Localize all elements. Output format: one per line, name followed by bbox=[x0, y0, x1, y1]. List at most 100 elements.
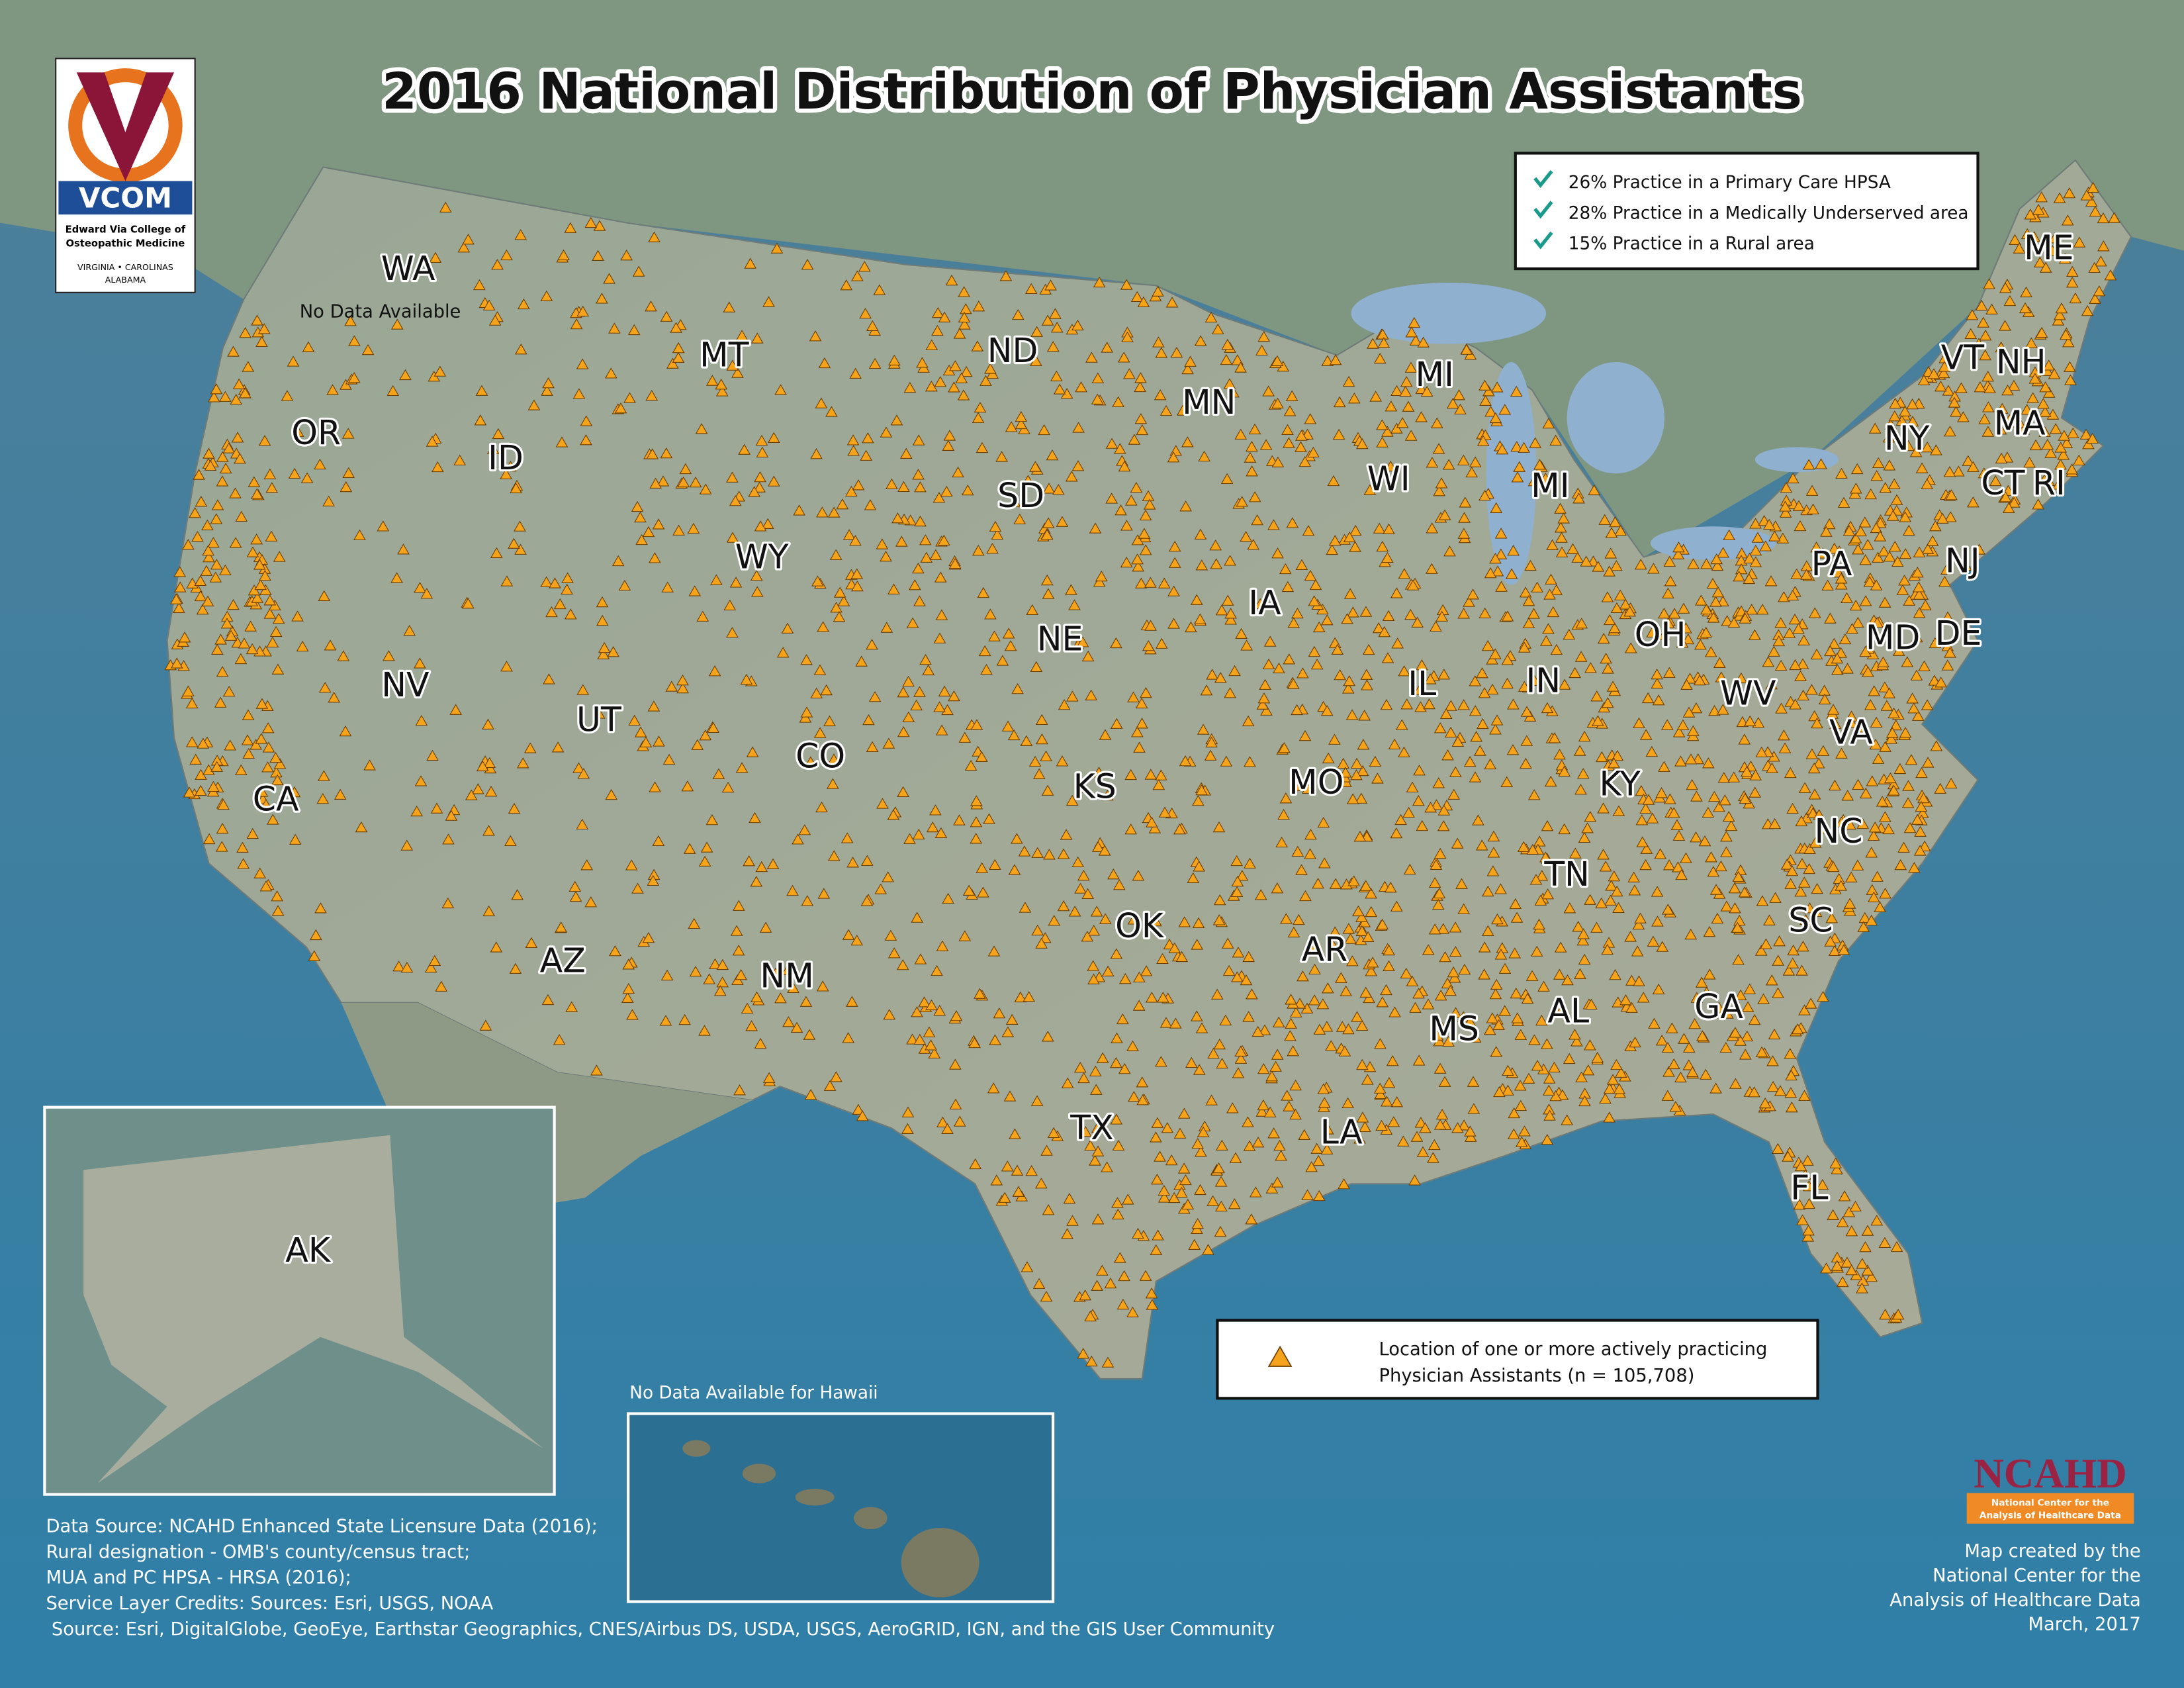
location-marker bbox=[1663, 667, 1676, 678]
location-marker bbox=[911, 912, 923, 923]
location-marker bbox=[1445, 700, 1457, 711]
location-marker bbox=[1145, 816, 1158, 827]
location-marker bbox=[523, 742, 537, 753]
location-marker bbox=[1668, 608, 1681, 619]
location-marker bbox=[1453, 389, 1465, 400]
location-marker bbox=[1403, 863, 1416, 875]
location-marker bbox=[1508, 947, 1522, 959]
location-marker bbox=[1841, 1256, 1854, 1268]
location-marker bbox=[584, 216, 598, 228]
location-marker bbox=[1206, 669, 1218, 680]
location-marker bbox=[1321, 982, 1334, 994]
location-marker bbox=[1271, 547, 1284, 559]
location-marker bbox=[767, 432, 780, 443]
location-marker bbox=[1046, 341, 1060, 352]
location-marker bbox=[1120, 520, 1133, 531]
location-marker bbox=[1793, 1199, 1806, 1210]
location-marker bbox=[1603, 565, 1615, 577]
location-marker bbox=[1709, 1082, 1722, 1094]
location-marker bbox=[749, 812, 761, 823]
location-marker bbox=[836, 498, 849, 510]
location-marker bbox=[1796, 1214, 1809, 1225]
location-marker bbox=[660, 310, 673, 322]
location-marker bbox=[1194, 528, 1207, 539]
location-marker bbox=[555, 436, 569, 447]
location-marker bbox=[302, 341, 315, 352]
location-marker bbox=[938, 311, 951, 322]
location-marker bbox=[2062, 336, 2075, 348]
location-marker bbox=[1605, 527, 1618, 538]
location-marker bbox=[1782, 1150, 1794, 1162]
location-marker bbox=[1216, 1057, 1228, 1069]
location-marker bbox=[1206, 1195, 1220, 1206]
location-marker bbox=[1248, 423, 1261, 435]
location-marker bbox=[1930, 444, 1942, 455]
location-marker bbox=[1467, 1103, 1480, 1114]
location-marker bbox=[726, 626, 739, 638]
location-marker bbox=[1915, 800, 1928, 812]
location-marker bbox=[1133, 741, 1146, 753]
location-marker bbox=[1633, 975, 1645, 986]
location-marker bbox=[1528, 675, 1541, 686]
location-marker bbox=[933, 492, 946, 503]
location-marker bbox=[1944, 425, 1956, 437]
location-marker bbox=[1372, 622, 1385, 633]
location-marker bbox=[1134, 577, 1148, 588]
location-marker bbox=[1602, 697, 1614, 708]
location-marker bbox=[1981, 401, 1995, 412]
location-marker bbox=[1321, 1123, 1334, 1135]
location-marker bbox=[1355, 1019, 1369, 1031]
location-marker bbox=[1648, 1017, 1661, 1029]
location-marker bbox=[322, 495, 336, 506]
location-marker bbox=[1828, 945, 1841, 957]
location-marker bbox=[1381, 1096, 1393, 1107]
location-marker bbox=[1539, 851, 1552, 863]
location-marker bbox=[2054, 442, 2068, 453]
location-marker bbox=[1608, 757, 1620, 769]
location-marker bbox=[2035, 191, 2048, 203]
location-marker bbox=[488, 314, 502, 326]
state-label: DE bbox=[1935, 614, 1982, 653]
location-marker bbox=[868, 690, 882, 702]
location-marker bbox=[1792, 500, 1805, 511]
location-marker bbox=[959, 303, 972, 314]
location-marker bbox=[842, 529, 856, 540]
location-marker bbox=[1865, 914, 1878, 926]
location-marker bbox=[2097, 240, 2110, 252]
location-marker bbox=[1132, 870, 1145, 881]
location-marker bbox=[2044, 447, 2057, 458]
location-marker bbox=[1816, 547, 1829, 559]
location-marker bbox=[1762, 656, 1775, 667]
location-marker bbox=[1899, 511, 1911, 522]
location-marker bbox=[1658, 761, 1670, 772]
location-marker bbox=[1901, 797, 1915, 808]
location-marker bbox=[910, 699, 923, 711]
location-marker bbox=[1906, 692, 1919, 704]
location-marker bbox=[625, 859, 638, 870]
location-marker bbox=[995, 451, 1008, 462]
location-marker bbox=[1639, 802, 1652, 814]
location-marker bbox=[1404, 361, 1418, 373]
location-marker bbox=[1811, 717, 1823, 729]
location-marker bbox=[2038, 474, 2051, 485]
location-marker bbox=[1766, 762, 1778, 774]
location-marker bbox=[689, 966, 702, 977]
location-marker bbox=[755, 434, 768, 446]
location-marker bbox=[309, 929, 322, 941]
location-marker bbox=[1772, 955, 1785, 966]
location-marker bbox=[353, 529, 366, 541]
location-marker bbox=[1940, 563, 1953, 575]
location-marker bbox=[1835, 747, 1848, 759]
location-marker bbox=[1713, 1002, 1725, 1013]
location-marker bbox=[1148, 822, 1161, 833]
location-marker bbox=[1524, 559, 1537, 571]
map-credit-line: March, 2017 bbox=[2028, 1615, 2140, 1635]
location-marker bbox=[514, 520, 526, 532]
location-marker bbox=[1641, 692, 1655, 704]
location-marker bbox=[1207, 1047, 1220, 1059]
location-marker bbox=[1864, 699, 1877, 710]
state-label: FL bbox=[1790, 1168, 1828, 1207]
location-marker bbox=[1242, 1116, 1254, 1127]
location-marker bbox=[950, 1009, 963, 1021]
credit-line: Data Source: NCAHD Enhanced State Licens… bbox=[46, 1516, 597, 1536]
